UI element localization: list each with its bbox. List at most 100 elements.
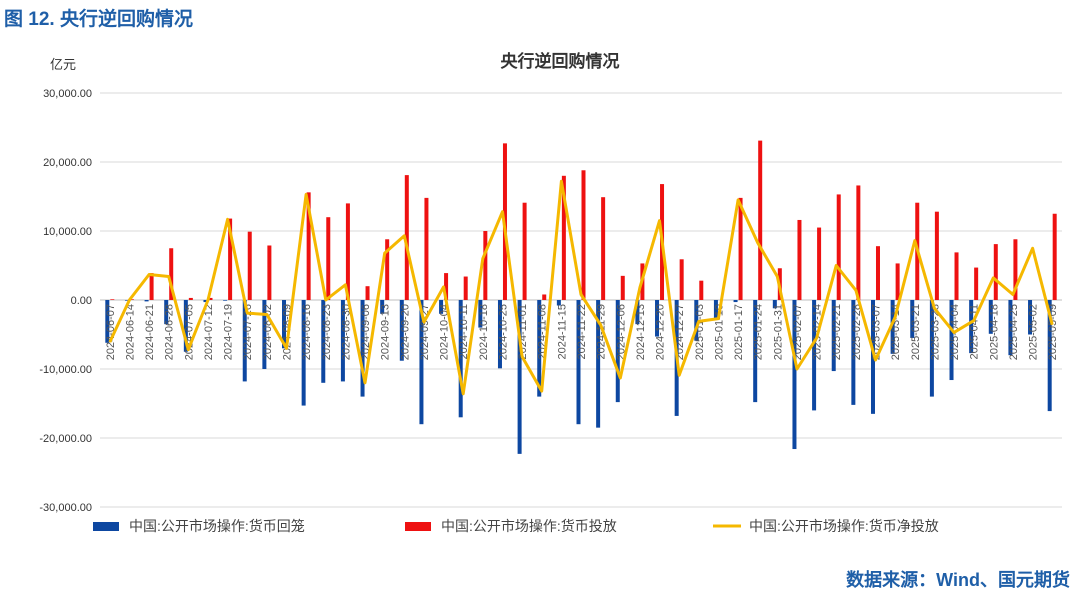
bar-injection [463,276,468,300]
legend-label: 中国:公开市场操作:货币投放 [441,518,617,534]
x-tick-label: 2024-06-21 [144,304,156,360]
bar-injection [817,227,822,300]
bar-withdrawal [556,300,561,306]
chart-svg: 央行逆回购情况 亿元 30,000.00 20,000.00 10,000.00 0.… [39,51,1062,534]
x-tick-label: 2024-12-06 [615,304,627,360]
series-withdrawal-bars [105,300,1052,454]
bar-withdrawal [713,300,718,319]
bar-injection [444,273,449,300]
bar-withdrawal [478,300,483,328]
bar-withdrawal [753,300,758,403]
x-tick-label: 2024-10-18 [478,304,490,360]
y-tick-label: 20,000.00 [43,157,92,169]
x-tick-label: 2024-10-11 [458,304,470,359]
x-tick-label: 2025-05-02 [1028,304,1040,360]
bar-withdrawal [301,300,306,406]
source-note: 数据来源：Wind、国元期货 [846,570,1070,590]
bar-withdrawal [242,300,247,382]
bar-withdrawal [203,300,208,303]
bar-withdrawal [635,300,640,325]
x-tick-label: 2025-04-25 [1008,304,1020,360]
bar-withdrawal [380,300,385,314]
y-axis-unit-label: 亿元 [50,57,76,72]
bar-withdrawal [733,300,738,303]
bar-injection [208,297,213,300]
bar-withdrawal [164,300,169,325]
bar-injection [856,185,861,300]
x-tick-label: 2024-12-20 [655,304,667,360]
bar-withdrawal [517,300,522,454]
x-tick-label: 2025-04-18 [988,304,1000,360]
x-tick-label: 2024-12-27 [674,304,686,360]
bar-injection [306,192,311,300]
bar-withdrawal [458,300,463,418]
bar-withdrawal [124,300,129,301]
bar-injection [974,267,979,300]
bar-injection [581,170,586,300]
bar-withdrawal [399,300,404,361]
y-tick-label: 0.00 [71,295,92,307]
bar-injection [267,245,272,300]
bar-injection [169,248,174,300]
x-tick-label: 2024-08-16 [301,304,313,360]
bar-withdrawal [419,300,424,425]
bar-withdrawal [929,300,934,397]
bar-injection [1013,239,1018,300]
bar-injection [679,259,684,300]
bar-withdrawal [831,300,836,372]
bar-withdrawal [655,300,660,337]
y-tick-label: -20,000.00 [39,433,92,445]
bar-injection [365,286,370,300]
bar-injection [934,211,939,300]
bar-withdrawal [890,300,895,354]
x-tick-label: 2025-01-17 [733,304,745,360]
bar-injection [620,275,625,300]
x-tick-label: 2025-02-21 [831,304,843,360]
bar-injection [149,273,154,300]
bar-withdrawal [1028,300,1033,335]
bar-withdrawal [870,300,875,414]
bar-injection [601,197,606,300]
y-tick-labels: 30,000.00 20,000.00 10,000.00 0.00 -10,000.0… [39,88,92,514]
x-tick-label: 2024-11-22 [576,304,588,359]
x-tick-label: 2024-07-26 [242,304,254,360]
bar-injection [247,231,252,300]
bar-withdrawal [969,300,974,354]
bar-withdrawal [282,300,287,349]
bar-withdrawal [439,300,444,314]
chart-title: 央行逆回购情况 [501,51,620,71]
bar-injection [542,294,547,300]
series-injection-bars [110,140,1057,300]
bar-injection [110,299,115,300]
bar-withdrawal [340,300,345,382]
bar-injection [1052,213,1057,300]
x-tick-label: 2024-07-12 [203,304,215,360]
bar-withdrawal [949,300,954,381]
bar-withdrawal [694,300,699,341]
y-tick-label: 30,000.00 [43,88,92,100]
bar-injection [188,297,193,300]
x-tick-label: 2025-04-11 [969,304,981,359]
bar-withdrawal [792,300,797,450]
x-tick-label: 2024-08-30 [340,304,352,360]
x-tick-label: 2025-01-31 [772,304,784,360]
bar-withdrawal [1008,300,1013,356]
x-tick-label: 2024-08-02 [262,304,274,360]
figure-title: 图 12. 央行逆回购情况 [4,9,193,30]
bar-withdrawal [321,300,326,383]
x-tick-label: 2024-09-13 [380,304,392,360]
bar-injection [483,231,488,300]
x-tick-label: 2025-01-03 [694,304,706,360]
bar-withdrawal [497,300,502,369]
bar-withdrawal [772,300,777,309]
bar-withdrawal [910,300,915,338]
legend-swatch [405,522,431,531]
bar-injection [129,299,134,300]
gridlines [100,92,1062,508]
bar-withdrawal [183,300,188,352]
bar-withdrawal [105,300,110,343]
x-tick-label: 2025-02-28 [851,304,863,360]
bar-injection [522,202,527,300]
bar-injection [738,197,743,300]
bar-withdrawal [615,300,620,403]
